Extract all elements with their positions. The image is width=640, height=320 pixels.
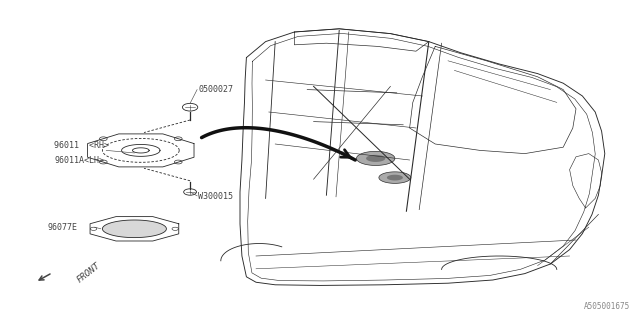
Circle shape <box>172 227 179 230</box>
Circle shape <box>99 137 107 141</box>
Text: 96011  <RH>: 96011 <RH> <box>54 141 109 150</box>
Circle shape <box>175 160 182 164</box>
Polygon shape <box>387 175 403 180</box>
Circle shape <box>175 137 182 141</box>
Text: W300015: W300015 <box>198 192 234 201</box>
Text: 96011A<LH>: 96011A<LH> <box>54 156 104 164</box>
Text: 0500027: 0500027 <box>198 85 234 94</box>
Circle shape <box>90 227 97 230</box>
Polygon shape <box>356 151 395 165</box>
Circle shape <box>184 189 196 195</box>
Polygon shape <box>379 172 411 183</box>
Text: A505001675: A505001675 <box>584 302 630 311</box>
Polygon shape <box>366 155 385 162</box>
Text: FRONT: FRONT <box>76 261 102 284</box>
Text: 96077E: 96077E <box>48 223 78 232</box>
Polygon shape <box>102 220 166 237</box>
Circle shape <box>99 160 107 164</box>
Circle shape <box>182 103 198 111</box>
